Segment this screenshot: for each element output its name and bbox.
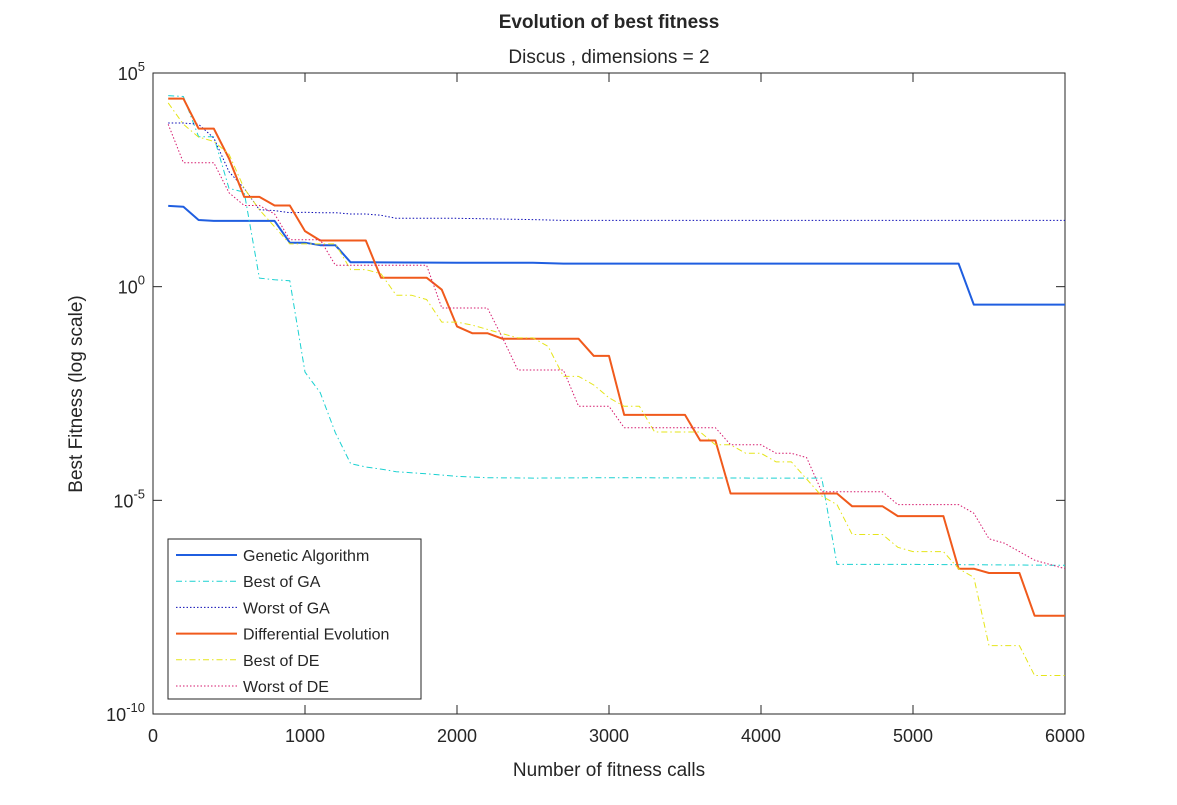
series-line-3 [168,97,1065,617]
y-tick-label: 10-10 [106,700,145,725]
legend-entry-label: Best of GA [243,574,321,591]
y-tick-label: 105 [118,59,145,84]
legend-entry-label: Best of DE [243,653,319,670]
y-tick-label: 10-5 [113,486,145,511]
y-tick-base: 10 [118,64,138,84]
y-tick-base: 10 [113,491,133,511]
chart-title: Evolution of best fitness [499,12,720,33]
x-tick-label: 5000 [893,726,933,746]
y-tick-label: 100 [118,273,145,298]
x-tick-label: 4000 [741,726,781,746]
legend-entry-label: Worst of DE [243,679,329,696]
legend-entry-label: Differential Evolution [243,627,389,644]
legend-entry-label: Worst of GA [243,600,330,617]
y-tick-exponent: 0 [138,273,145,288]
x-tick-label: 0 [148,726,158,746]
legend: Genetic Algorithm Best of GA Worst of GA Di… [167,538,422,700]
series-line-0 [168,204,1065,306]
series-line-4 [167,102,1065,676]
x-axis-label: Number of fitness calls [513,760,705,781]
x-tick-label: 1000 [285,726,325,746]
x-tick-label: 3000 [589,726,629,746]
legend-entry-label: Genetic Algorithm [243,548,369,565]
series-line-5 [167,124,1066,570]
series-line-1 [168,95,1066,566]
series-line-2 [168,122,1065,221]
y-tick-exponent: -5 [133,486,145,501]
y-axis-label: Best Fitness (log scale) [66,295,87,492]
x-tick-label: 6000 [1045,726,1085,746]
y-tick-base: 10 [106,705,126,725]
y-tick-exponent: -10 [126,700,145,715]
y-tick-exponent: 5 [138,59,145,74]
y-tick-base: 10 [118,278,138,298]
x-tick-label: 2000 [437,726,477,746]
legend-box [167,538,422,700]
chart-subtitle: Discus , dimensions = 2 [508,47,709,68]
series-layer [167,95,1066,676]
